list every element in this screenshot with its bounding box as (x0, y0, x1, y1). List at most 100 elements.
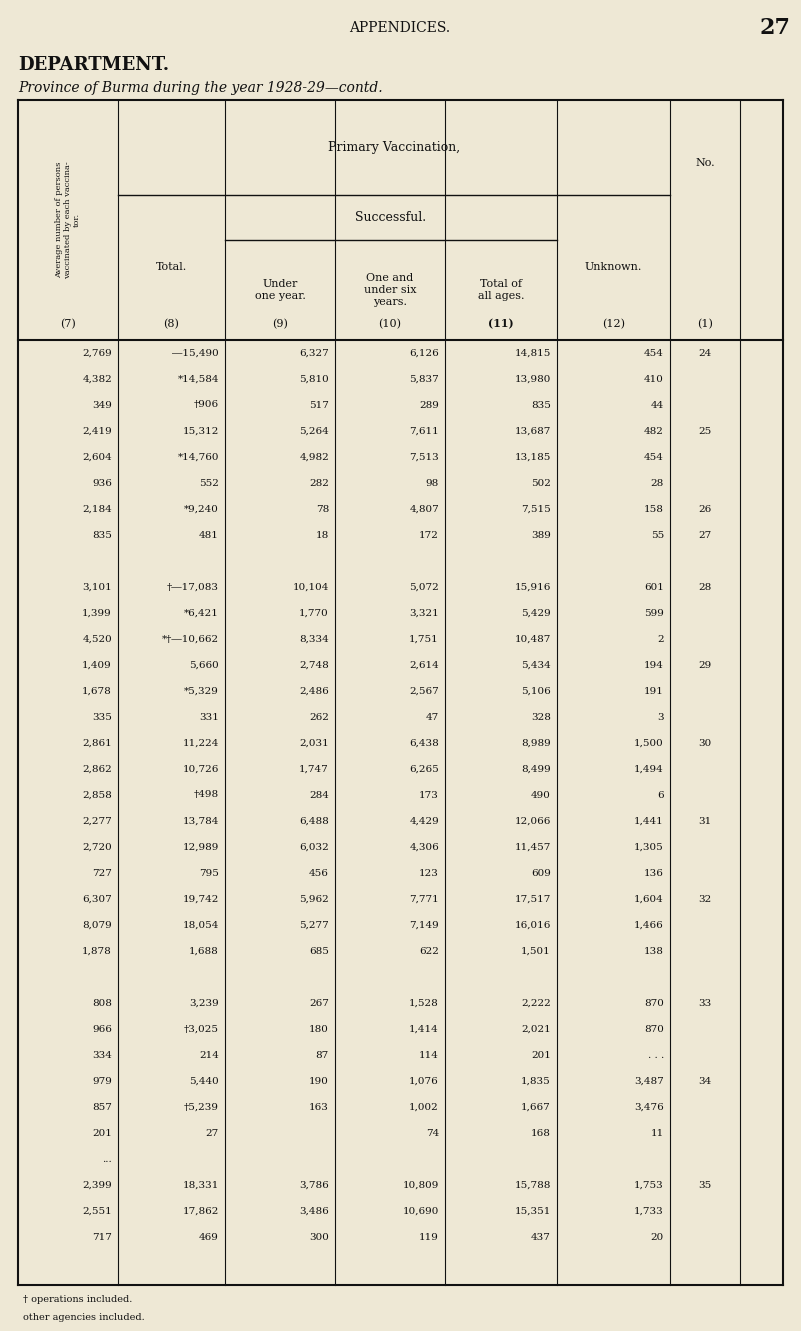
Text: 5,072: 5,072 (409, 583, 439, 591)
Text: Under
one year.: Under one year. (255, 280, 305, 301)
Text: 1,500: 1,500 (634, 739, 664, 748)
Text: 98: 98 (426, 479, 439, 487)
Text: Unknown.: Unknown. (585, 262, 642, 273)
Text: 6,032: 6,032 (300, 843, 329, 852)
Text: 18,054: 18,054 (183, 921, 219, 929)
Text: 18: 18 (316, 531, 329, 539)
Text: 119: 119 (419, 1233, 439, 1242)
Text: 15,916: 15,916 (514, 583, 551, 591)
Text: 609: 609 (531, 869, 551, 877)
Text: 32: 32 (698, 894, 711, 904)
Text: 27: 27 (698, 531, 711, 539)
Text: 5,440: 5,440 (189, 1077, 219, 1086)
Text: 29: 29 (698, 660, 711, 669)
Text: other agencies included.: other agencies included. (23, 1314, 145, 1323)
Text: 55: 55 (650, 531, 664, 539)
Text: 7,611: 7,611 (409, 426, 439, 435)
Text: 5,277: 5,277 (300, 921, 329, 929)
Text: 5,434: 5,434 (521, 660, 551, 669)
Text: 389: 389 (531, 531, 551, 539)
Text: 5,962: 5,962 (300, 894, 329, 904)
Text: 2,858: 2,858 (83, 791, 112, 800)
Text: 300: 300 (309, 1233, 329, 1242)
Text: 1,076: 1,076 (409, 1077, 439, 1086)
Text: 28: 28 (650, 479, 664, 487)
Text: 3,239: 3,239 (189, 998, 219, 1008)
Text: Average number of persons
vaccinated by each vaccina-
tor.: Average number of persons vaccinated by … (54, 161, 81, 280)
Text: 27: 27 (206, 1129, 219, 1138)
Text: 14,815: 14,815 (514, 349, 551, 358)
Text: †498: †498 (194, 791, 219, 800)
Text: 7,149: 7,149 (409, 921, 439, 929)
Text: 4,382: 4,382 (83, 374, 112, 383)
Text: 482: 482 (644, 426, 664, 435)
Text: 138: 138 (644, 946, 664, 956)
Text: 284: 284 (309, 791, 329, 800)
Text: 123: 123 (419, 869, 439, 877)
Text: 2,031: 2,031 (300, 739, 329, 748)
Text: 8,499: 8,499 (521, 764, 551, 773)
Text: 6,327: 6,327 (300, 349, 329, 358)
Text: 201: 201 (531, 1050, 551, 1059)
Text: 599: 599 (644, 608, 664, 618)
Text: †―17,083: †―17,083 (167, 583, 219, 591)
Text: 136: 136 (644, 869, 664, 877)
Text: (8): (8) (163, 319, 179, 329)
Text: 15,351: 15,351 (514, 1206, 551, 1215)
Text: 10,104: 10,104 (292, 583, 329, 591)
Text: 3,487: 3,487 (634, 1077, 664, 1086)
Text: 44: 44 (650, 401, 664, 410)
Text: 11: 11 (650, 1129, 664, 1138)
Text: 18,331: 18,331 (183, 1181, 219, 1190)
Text: 16,016: 16,016 (514, 921, 551, 929)
Text: 282: 282 (309, 479, 329, 487)
Text: 1,305: 1,305 (634, 843, 664, 852)
Text: 2,222: 2,222 (521, 998, 551, 1008)
Text: (10): (10) (379, 319, 401, 329)
Text: (7): (7) (60, 319, 76, 329)
Text: 1,878: 1,878 (83, 946, 112, 956)
Text: 4,429: 4,429 (409, 816, 439, 825)
Text: 17,517: 17,517 (514, 894, 551, 904)
Text: 173: 173 (419, 791, 439, 800)
Text: 31: 31 (698, 816, 711, 825)
Text: 24: 24 (698, 349, 711, 358)
Text: 835: 835 (531, 401, 551, 410)
Text: 15,312: 15,312 (183, 426, 219, 435)
Text: Total of
all ages.: Total of all ages. (477, 280, 524, 301)
Text: 5,837: 5,837 (409, 374, 439, 383)
Text: (12): (12) (602, 319, 625, 329)
Text: 502: 502 (531, 479, 551, 487)
Text: 262: 262 (309, 712, 329, 721)
Text: 1,466: 1,466 (634, 921, 664, 929)
Text: 7,771: 7,771 (409, 894, 439, 904)
Text: 4,520: 4,520 (83, 635, 112, 643)
Text: 335: 335 (92, 712, 112, 721)
Text: 936: 936 (92, 479, 112, 487)
Text: 190: 190 (309, 1077, 329, 1086)
Text: 2,604: 2,604 (83, 453, 112, 462)
Text: DEPARTMENT.: DEPARTMENT. (18, 56, 169, 75)
Text: 87: 87 (316, 1050, 329, 1059)
Text: 331: 331 (199, 712, 219, 721)
Text: 4,306: 4,306 (409, 843, 439, 852)
Text: 2,277: 2,277 (83, 816, 112, 825)
Text: 1,751: 1,751 (409, 635, 439, 643)
Text: 6,265: 6,265 (409, 764, 439, 773)
Text: 1,409: 1,409 (83, 660, 112, 669)
Text: 4,807: 4,807 (409, 504, 439, 514)
Text: ―15,490: ―15,490 (172, 349, 219, 358)
Text: 3,321: 3,321 (409, 608, 439, 618)
Text: 114: 114 (419, 1050, 439, 1059)
Text: 19,742: 19,742 (183, 894, 219, 904)
Text: Total.: Total. (156, 262, 187, 273)
Text: *5,329: *5,329 (184, 687, 219, 696)
Text: 33: 33 (698, 998, 711, 1008)
Text: 1,494: 1,494 (634, 764, 664, 773)
Text: 2,861: 2,861 (83, 739, 112, 748)
Text: 966: 966 (92, 1025, 112, 1033)
Text: 25: 25 (698, 426, 711, 435)
Text: 1,604: 1,604 (634, 894, 664, 904)
Text: 289: 289 (419, 401, 439, 410)
Text: 437: 437 (531, 1233, 551, 1242)
